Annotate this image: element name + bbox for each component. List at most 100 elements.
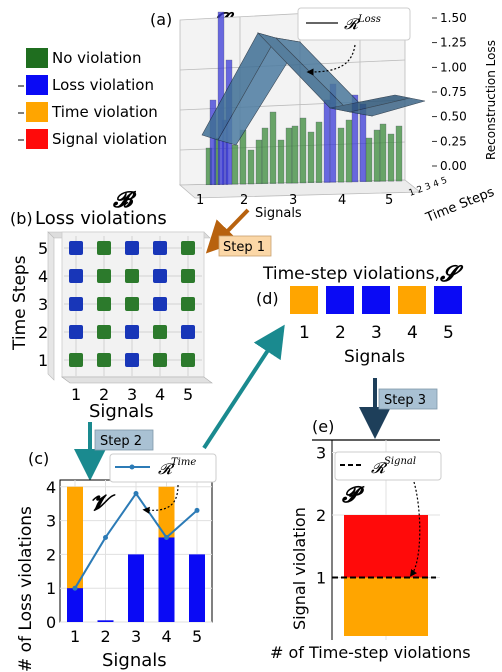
loss-cell (69, 269, 83, 283)
category-legend-swatch (26, 129, 48, 149)
loss-violation-bar (189, 554, 205, 622)
time-step-symbol: 𝓢 (439, 261, 464, 287)
loss-cell (181, 325, 195, 339)
time-series-point (133, 491, 139, 497)
panel-c-x-label: Signals (102, 650, 167, 671)
panel-a-z-tick-label: 0.00 (440, 159, 467, 173)
panel-a-bar (351, 94, 359, 183)
panel-b-y-tick-label: 5 (38, 239, 48, 258)
panel-b-x-tick-label: 1 (71, 385, 81, 404)
panel-c-y-tick-label: 2 (46, 545, 56, 564)
no-violation-cell (181, 353, 195, 367)
time-step-label: 2 (335, 323, 346, 343)
panel-d-title: Time-step violations, (262, 264, 440, 284)
panel-c-x-tick-label: 5 (192, 627, 202, 646)
panel-d-squares: 1 2 3 4 5 (290, 286, 462, 343)
loss-violation-bar (128, 554, 144, 622)
panel-b-y-tick-label: 1 (38, 351, 48, 370)
signal-legend: 𝓡 Signal (334, 451, 442, 577)
no-violation-cell (181, 241, 195, 255)
panel-e-y-tick-label: 2 (316, 506, 326, 525)
panel-a-bar (373, 129, 381, 182)
loss-cell (125, 353, 139, 367)
loss-cell (153, 297, 167, 311)
time-series-point (194, 507, 200, 513)
loss-cell (125, 325, 139, 339)
panel-d-x-label: Signals (344, 347, 405, 367)
panel-c-y-tick-label: 0 (46, 613, 56, 632)
panel-b-cells (69, 241, 195, 367)
loss-legend-sup: Loss (357, 14, 381, 25)
step2-diagonal-arrow (202, 324, 285, 450)
no-violation-cell (153, 353, 167, 367)
panel-a-z-ticks: 0.00 0.25 0.50 0.75 1.00 1.25 1.50 (432, 11, 467, 173)
panel-a-z-tick-label: 0.75 (440, 85, 467, 99)
category-legend: No violation Loss violation Time violation… (18, 48, 167, 149)
panel-a-bar (359, 103, 367, 182)
time-legend-sup: Time (171, 457, 196, 468)
time-step-label: 5 (443, 323, 454, 343)
no-violation-cell (97, 269, 111, 283)
signal-violation-bar (344, 515, 428, 578)
panel-a-x-tick-label: 2 (240, 193, 248, 208)
panel-d-label: (d) (256, 289, 279, 308)
panel-b-label: (b) (10, 209, 33, 228)
panel-a-z-tick-label: 1.50 (440, 11, 467, 25)
loss-violation-bar (158, 537, 175, 622)
panel-a-bar (269, 111, 277, 184)
panel-a-bar (255, 139, 263, 185)
step1-label: Step 1 (223, 240, 265, 255)
steps: Step 1 Step 2 Step 3 (74, 208, 438, 481)
time-violation-bar (344, 577, 428, 636)
category-legend-swatch (26, 48, 48, 68)
panel-b-x-tick-label: 4 (155, 385, 165, 404)
panel-b-y-ticks: 1 2 3 4 5 (38, 239, 48, 370)
panel-a-bar (291, 125, 299, 184)
panel-a-x-tick-label: 5 (385, 193, 393, 208)
panel-d: Time-step violations, 𝓢 (d) 1 2 3 4 5 Signal… (256, 261, 464, 367)
panel-a-bar (323, 99, 331, 183)
panel-a-bar (285, 127, 293, 184)
panel-a-y-label: Time Steps (423, 185, 497, 226)
panel-a-z-tick-label: 0.25 (440, 134, 467, 148)
panel-a-bar (315, 121, 323, 183)
panel-a-label: (a) (150, 10, 172, 29)
panel-c-x-tick-label: 2 (101, 627, 111, 646)
loss-cell (125, 241, 139, 255)
time-step-label: 4 (407, 323, 418, 343)
panel-a-x-label: Signals (255, 206, 302, 221)
panel-a-z-tick-label: 0.50 (440, 110, 467, 124)
panel-b-x-tick-label: 2 (99, 385, 109, 404)
panel-b-x-label: Signals (89, 401, 154, 422)
time-step-square (398, 286, 426, 314)
loss-violation-bar (97, 620, 114, 622)
panel-e-y-tick-label: 1 (316, 569, 326, 588)
category-legend-label: Signal violation (52, 130, 167, 148)
time-step-square (290, 286, 318, 314)
panel-e-label: (e) (312, 417, 334, 436)
loss-cell (69, 325, 83, 339)
panel-a-z-tick-label: 1.25 (440, 36, 467, 50)
panel-e-y-label: Signal violation (290, 507, 309, 630)
signal-legend-label: 𝓡 (371, 459, 388, 477)
signal-legend-pointer (409, 481, 421, 577)
panel-e-symbol: 𝓟 (342, 482, 365, 508)
no-violation-cell (97, 241, 111, 255)
loss-cell (69, 297, 83, 311)
category-legend-label: No violation (52, 49, 141, 67)
panel-e-x-label: # of Time-step violations (270, 643, 471, 662)
panel-c-x-tick-label: 3 (131, 627, 141, 646)
panel-a-bar (209, 99, 217, 185)
panel-a-bar (387, 133, 395, 182)
panel-a-bar (345, 119, 353, 183)
step2-label: Step 2 (100, 434, 142, 449)
panel-b-x-tick-label: 3 (127, 385, 137, 404)
loss-cell (153, 241, 167, 255)
step3-label: Step 3 (384, 393, 426, 408)
time-step-label: 1 (299, 323, 310, 343)
category-legend-swatch (26, 102, 48, 122)
panel-a: (a) 𝓛 𝓡 Loss (18, 7, 498, 226)
